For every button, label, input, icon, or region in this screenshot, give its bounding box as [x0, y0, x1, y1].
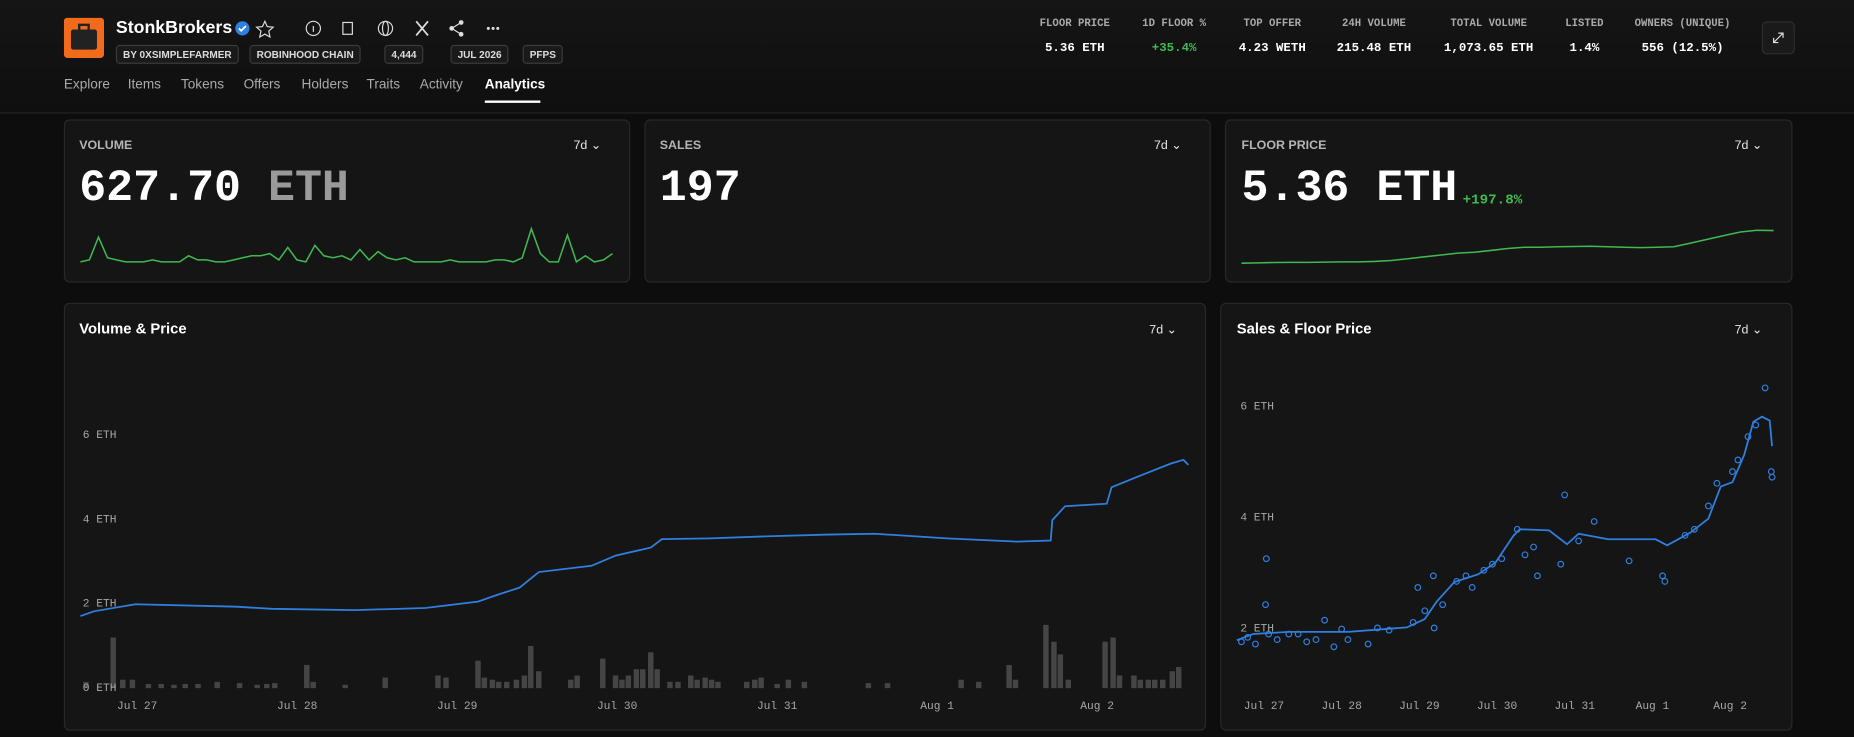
- tab[interactable]: Explore: [63, 78, 110, 93]
- card-unit: ETH: [1376, 163, 1458, 215]
- copy-button[interactable]: [342, 21, 353, 35]
- stat-label: LISTED: [1565, 17, 1604, 30]
- badge: 4,444: [384, 44, 424, 64]
- badge: ROBINHOOD CHAIN: [249, 44, 361, 64]
- sales-card: SALES 7d ⌄ 197: [644, 119, 1211, 283]
- period-select[interactable]: 7d ⌄: [1154, 138, 1182, 153]
- period-select[interactable]: 7d ⌄: [1734, 138, 1763, 153]
- header-icons: [235, 20, 500, 39]
- stat-label: 24H VOLUME: [1342, 17, 1406, 30]
- active-tab-underline: [484, 100, 541, 103]
- tab[interactable]: Traits: [366, 78, 401, 93]
- card-label: VOLUME: [79, 138, 133, 153]
- stat-value: 1,073.65 ETH: [1443, 41, 1534, 56]
- more-button[interactable]: [486, 26, 500, 30]
- period-value: 7d: [1734, 322, 1749, 337]
- floor-card: FLOOR PRICE 7d ⌄ 5.36 ETH +197.8%: [1224, 119, 1793, 283]
- stat-label: TOP OFFER: [1243, 17, 1301, 30]
- tab[interactable]: Items: [127, 78, 161, 93]
- share-button[interactable]: [449, 20, 464, 37]
- badge: PFPS: [522, 44, 564, 64]
- period-select[interactable]: 7d ⌄: [1149, 322, 1177, 337]
- stat-value: 4.23 WETH: [1238, 41, 1306, 56]
- tab[interactable]: Offers: [243, 78, 281, 93]
- period-value: 7d: [1734, 138, 1749, 153]
- card-label: FLOOR PRICE: [1241, 138, 1327, 153]
- tab[interactable]: Activity: [419, 78, 463, 93]
- volume-card: VOLUME 7d ⌄ 627.70 ETH: [63, 119, 631, 283]
- card-value: 627.70: [79, 163, 242, 215]
- website-button[interactable]: [377, 20, 394, 37]
- badge: BY 0XSIMPLEFARMER: [115, 44, 239, 64]
- stat-label: OWNERS (UNIQUE): [1634, 17, 1731, 30]
- chart-title: Sales & Floor Price: [1236, 320, 1372, 337]
- stat-label: FLOOR PRICE: [1039, 17, 1110, 30]
- favorite-button[interactable]: [255, 20, 275, 39]
- stat-value: 1.4%: [1569, 41, 1600, 56]
- stat-value: 215.48 ETH: [1336, 41, 1412, 56]
- period-value: 7d: [1154, 138, 1168, 153]
- chart-panel: Volume & Price 7d ⌄: [63, 302, 1207, 731]
- info-button[interactable]: [305, 20, 322, 37]
- chart-title: Volume & Price: [79, 320, 187, 337]
- stat-value: 5.36 ETH: [1044, 41, 1105, 56]
- tab[interactable]: Analytics: [484, 78, 546, 93]
- collection-title: StonkBrokers: [115, 17, 233, 38]
- stat-label: TOTAL VOLUME: [1450, 17, 1527, 30]
- card-change: +197.8%: [1462, 191, 1523, 209]
- card-value: 5.36: [1241, 163, 1350, 215]
- period-value: 7d: [573, 138, 588, 153]
- x-button[interactable]: [415, 20, 429, 37]
- tab[interactable]: Tokens: [180, 78, 224, 93]
- period-select[interactable]: 7d ⌄: [1734, 322, 1763, 337]
- stat-value: 556 (12.5%): [1641, 41, 1724, 56]
- card-value: 197: [659, 163, 741, 215]
- chart-panel: Sales & Floor Price 7d ⌄: [1220, 302, 1793, 731]
- period-value: 7d: [1149, 322, 1164, 337]
- header: StonkBrokers BY 0XSIMPLEFARMER ROBINHOOD …: [0, 0, 1854, 114]
- card-unit: ETH: [267, 163, 349, 215]
- tab[interactable]: Holders: [301, 78, 349, 93]
- stat-label: 1D FLOOR %: [1142, 17, 1207, 30]
- card-label: SALES: [659, 138, 702, 153]
- period-select[interactable]: 7d ⌄: [573, 138, 602, 153]
- expand-button[interactable]: [1761, 21, 1795, 55]
- collection-logo: [63, 17, 105, 58]
- badge: JUL 2026: [450, 44, 509, 64]
- stat-value: +35.4%: [1151, 41, 1197, 56]
